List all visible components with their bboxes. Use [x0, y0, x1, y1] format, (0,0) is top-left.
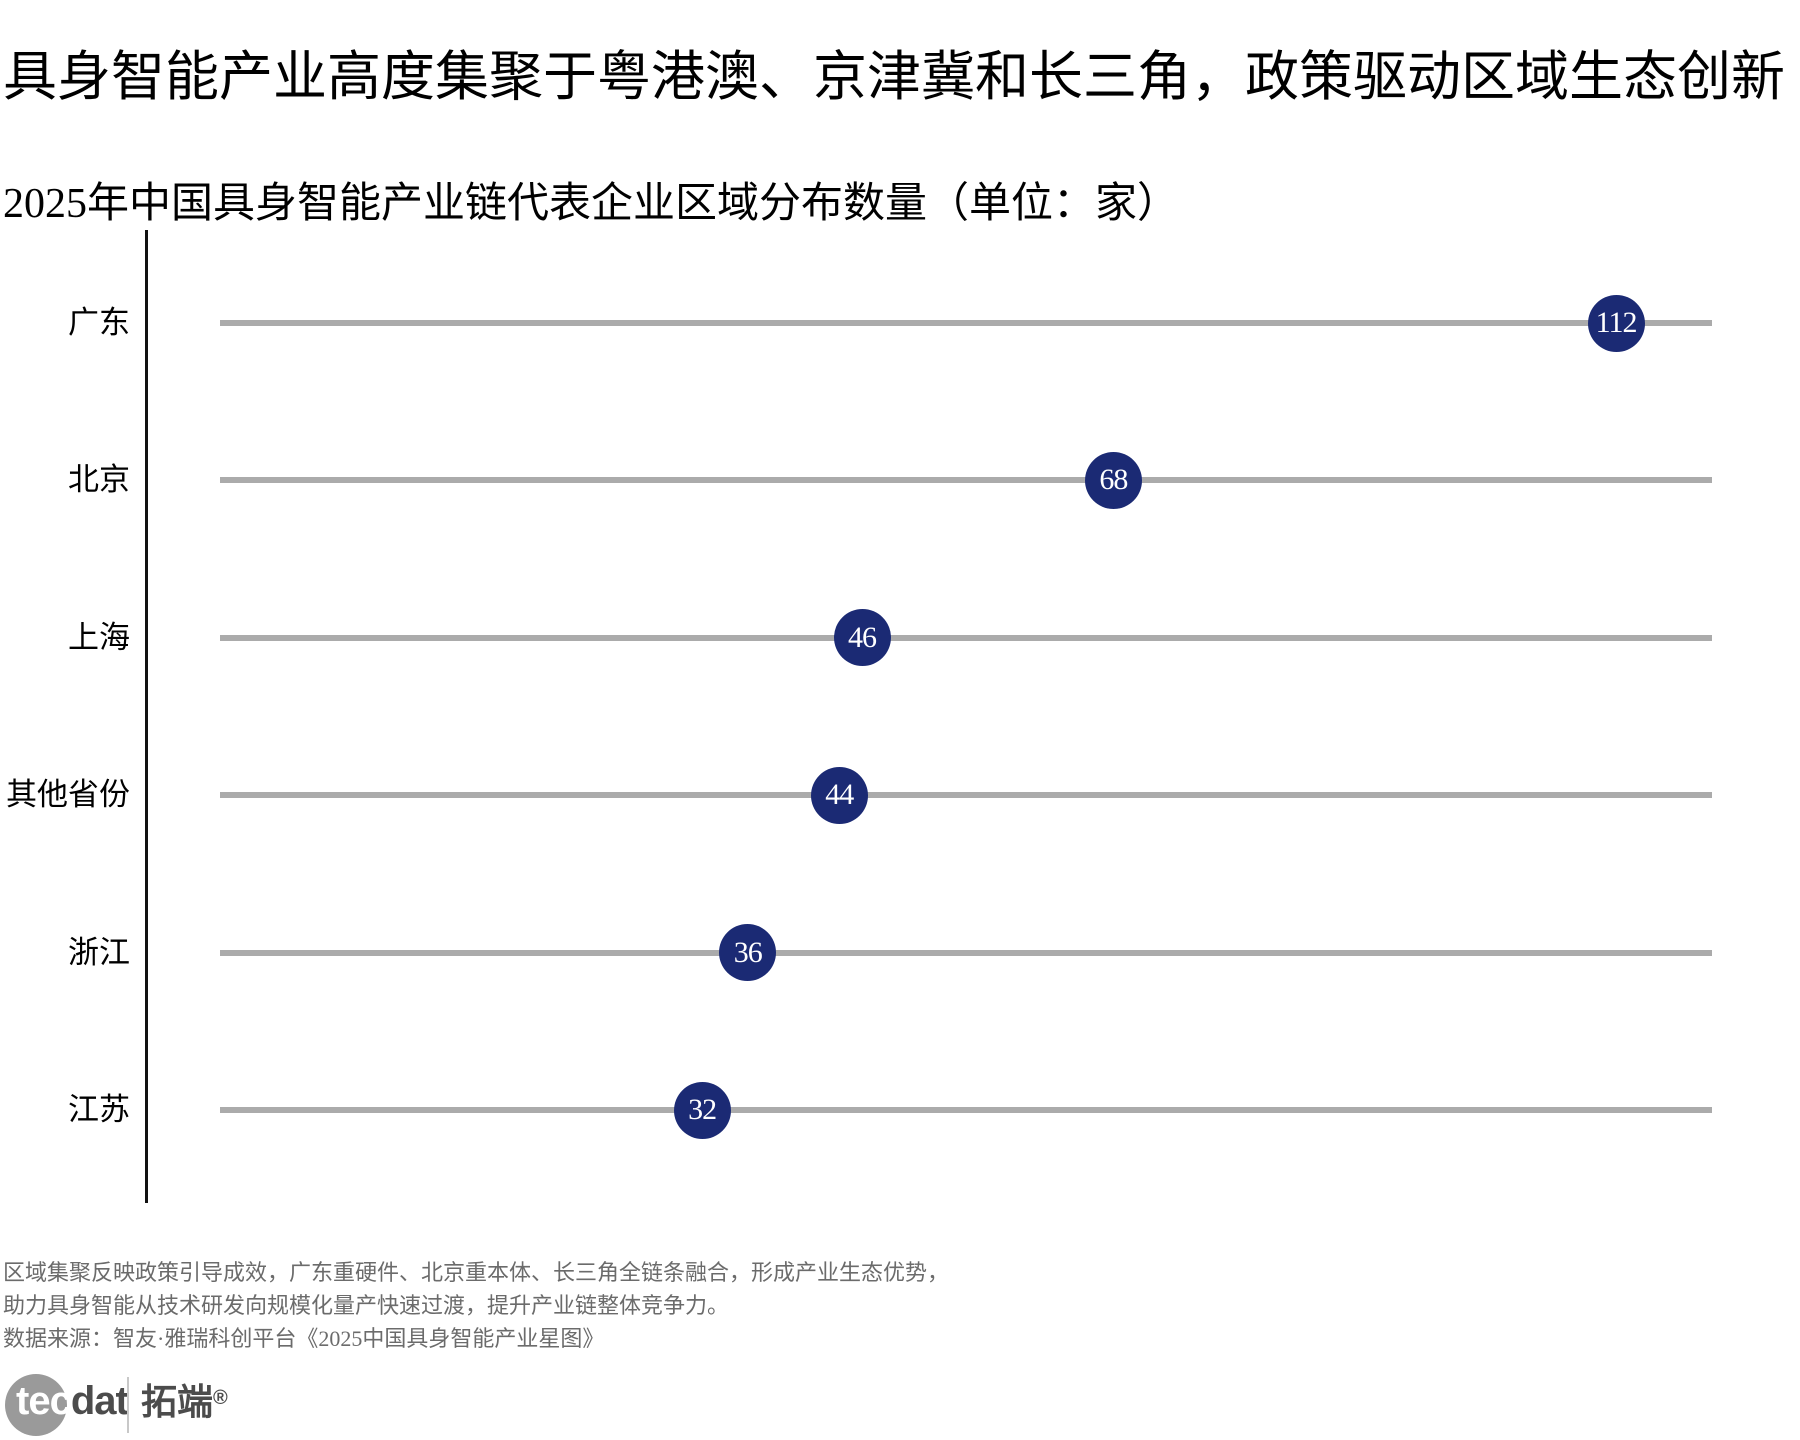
data-dot: 68 — [1084, 451, 1142, 509]
data-dot: 32 — [673, 1081, 731, 1139]
category-label: 北京 — [68, 462, 130, 498]
logo-dat-text: dat — [70, 1379, 129, 1423]
grid-line — [220, 792, 1712, 799]
logo-tec-text: tec — [16, 1379, 72, 1423]
grid-line — [220, 477, 1712, 484]
logo-divider — [127, 1377, 129, 1433]
data-dot: 36 — [719, 924, 777, 982]
grid-line — [220, 634, 1712, 641]
logo-wordmark: tecdat — [16, 1379, 129, 1423]
registered-mark-icon: ® — [213, 1387, 228, 1409]
grid-line — [220, 949, 1712, 956]
footnote: 区域集聚反映政策引导成效，广东重硬件、北京重本体、长三角全链条融合，形成产业生态… — [3, 1256, 949, 1355]
page-title: 具身智能产业高度集聚于粤港澳、京津冀和长三角，政策驱动区域生态创新 — [3, 47, 1785, 107]
category-label: 江苏 — [68, 1092, 130, 1127]
logo-brand-cn: 拓端® — [141, 1384, 228, 1420]
y-axis-line — [145, 230, 148, 1203]
footnote-line-2: 助力具身智能从技术研发向规模化量产快速过渡，提升产业链整体竞争力。 — [3, 1293, 730, 1318]
tecdat-logo: tecdat 拓端® — [5, 1372, 305, 1438]
footnote-line-1: 区域集聚反映政策引导成效，广东重硬件、北京重本体、长三角全链条融合，形成产业生态… — [3, 1260, 950, 1285]
category-label: 浙江 — [68, 934, 130, 970]
category-label: 广东 — [68, 305, 130, 340]
category-label: 其他省份 — [6, 777, 130, 813]
data-dot: 44 — [810, 766, 868, 824]
data-source: 数据来源：智友·雅瑞科创平台《2025中国具身智能产业星图》 — [3, 1326, 605, 1351]
category-label: 上海 — [68, 619, 130, 655]
grid-line — [220, 320, 1712, 326]
logo-cn-text: 拓端 — [141, 1381, 214, 1422]
grid-line — [220, 1107, 1712, 1113]
chart-subtitle: 2025年中国具身智能产业链代表企业区域分布数量（单位：家） — [3, 181, 1180, 227]
data-dot: 112 — [1587, 294, 1645, 352]
dot-plot-chart: 广东 112 北京 68 上海 46 其他省份 44 浙江 36 江苏 32 — [0, 230, 1800, 1203]
data-dot: 46 — [833, 609, 891, 667]
logo-circle — [5, 1374, 67, 1436]
